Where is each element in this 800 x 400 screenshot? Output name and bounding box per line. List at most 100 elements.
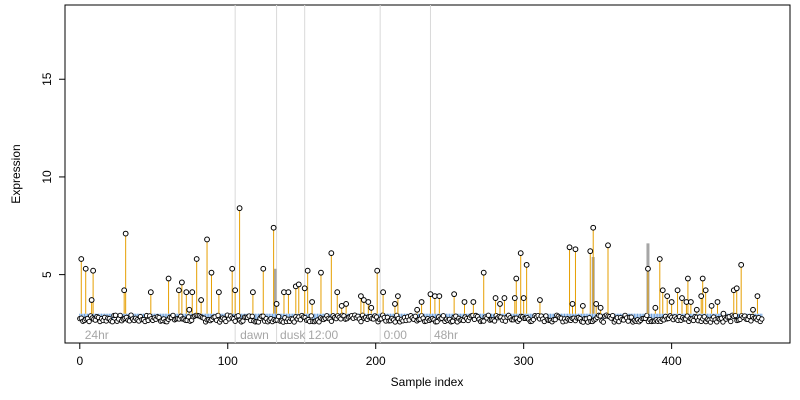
expression-point [374, 267, 381, 274]
expression-stems [80, 208, 758, 314]
expression-point [492, 295, 499, 301]
expression-point [392, 301, 398, 307]
expression-point [165, 275, 172, 282]
expression-point [566, 244, 573, 251]
low-point [610, 313, 616, 319]
low-point [597, 313, 603, 319]
low-point [485, 312, 492, 318]
group-label: dawn [240, 328, 269, 342]
low-point [748, 318, 754, 324]
low-point [328, 318, 335, 324]
expression-point [250, 289, 256, 296]
expression-point [590, 224, 597, 231]
expression-point [572, 246, 579, 253]
expression-point [511, 295, 518, 301]
expression-point [285, 289, 292, 296]
low-point [759, 316, 765, 322]
expression-point [702, 287, 709, 294]
low-point [440, 313, 446, 319]
expression-point [754, 293, 761, 300]
expression-point [418, 299, 425, 305]
expression-point [176, 287, 182, 294]
expression-point [652, 304, 659, 311]
low-point [232, 318, 238, 324]
y-axis-title: Expression [9, 144, 23, 203]
expression-point [517, 250, 524, 257]
expression-point [579, 302, 586, 309]
low-point [86, 318, 92, 325]
expression-point [368, 304, 375, 311]
x-tick-label: 400 [662, 354, 682, 368]
expression-point [90, 267, 97, 274]
plot-frame [64, 4, 791, 344]
low-point [117, 312, 123, 319]
x-axis: 0 100 200 300 400 [76, 343, 682, 368]
highlight-bar [273, 268, 277, 314]
group-label: dusk [280, 328, 306, 342]
expression-point [659, 287, 666, 294]
expression-point [674, 287, 681, 294]
low-point [235, 313, 241, 319]
group-label: 12:00 [308, 328, 338, 342]
expression-point [183, 289, 190, 296]
expression-point [270, 224, 277, 231]
expression-point [147, 289, 154, 296]
expression-point [343, 301, 350, 307]
expression-point [738, 261, 745, 268]
low-point [276, 313, 282, 320]
expression-point [236, 205, 243, 212]
expression-point [436, 293, 443, 300]
expression-point [318, 269, 324, 276]
low-point [109, 319, 116, 325]
expression-point [451, 291, 458, 298]
low-point [170, 312, 176, 319]
low-point [628, 314, 634, 320]
expression-point [365, 299, 372, 305]
expression-point [461, 299, 468, 305]
expression-point [414, 306, 421, 313]
expression-point [328, 250, 335, 257]
expression-point [497, 301, 503, 307]
low-point [600, 319, 606, 325]
expression-point [687, 299, 694, 305]
group-label: 0:00 [384, 328, 408, 342]
expression-point [750, 306, 756, 313]
y-tick-label: 5 [40, 271, 54, 278]
expression-point [198, 297, 205, 303]
expression-point [78, 256, 85, 262]
expression-point [513, 275, 520, 282]
expression-point [714, 299, 721, 305]
x-tick-label: 100 [218, 354, 238, 368]
expression-point [215, 289, 222, 296]
group-label: 24hr [85, 328, 109, 342]
expression-point [186, 306, 193, 313]
expression-point [304, 267, 311, 274]
expression-point [358, 293, 364, 300]
low-point [215, 312, 221, 319]
group-dividers [234, 5, 431, 343]
expression-point [334, 289, 341, 296]
low-point [249, 313, 255, 319]
expression-point [587, 248, 594, 255]
expression-point [204, 236, 210, 243]
expression-point [470, 299, 477, 305]
low-point [491, 318, 498, 324]
expression-point [698, 293, 705, 300]
expression-point [685, 275, 691, 282]
expression-point [720, 310, 727, 317]
x-tick-label: 0 [76, 354, 83, 368]
low-point [412, 313, 419, 319]
expression-point [189, 289, 196, 296]
expression-point [395, 293, 401, 300]
expression-point [380, 289, 387, 296]
expression-point [208, 269, 215, 276]
expression-point [501, 295, 508, 301]
x-tick-label: 300 [514, 354, 534, 368]
expression-point [178, 279, 185, 286]
x-axis-title: Sample index [391, 375, 464, 389]
expression-point [656, 256, 663, 262]
low-point [732, 312, 739, 319]
expression-point [593, 301, 600, 307]
expression-point [693, 306, 700, 313]
